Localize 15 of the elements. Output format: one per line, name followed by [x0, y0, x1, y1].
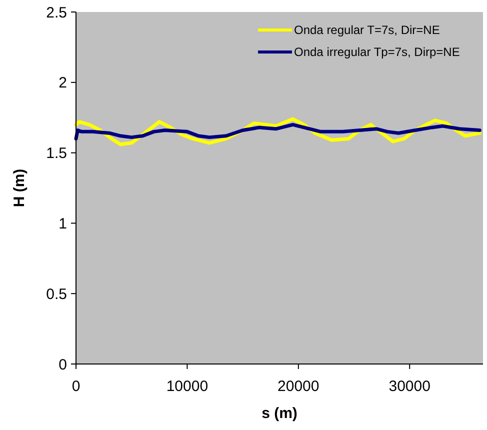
y-tick-label: 1.5	[46, 145, 67, 162]
line-series	[74, 122, 482, 140]
y-tick-label: 1	[58, 215, 67, 232]
y-tick-label: 2	[58, 74, 67, 92]
x-tick-label: 20000	[278, 378, 320, 395]
legend-label: Onda regular T=7s, Dir=NE	[294, 23, 440, 38]
y-tick-label: 0	[58, 356, 67, 374]
x-tick-label: 0	[72, 378, 80, 395]
y-tick-label: 0.5	[46, 286, 67, 303]
y-axis-title: H (m)	[11, 168, 28, 208]
x-axis-title: s (m)	[262, 405, 298, 422]
legend-label: Onda irregular Tp=7s, Dirp=NE	[294, 45, 460, 60]
x-tick-label: 10000	[166, 378, 208, 395]
x-tick-label: 30000	[388, 378, 430, 395]
y-tick-label: 2.5	[46, 4, 67, 22]
